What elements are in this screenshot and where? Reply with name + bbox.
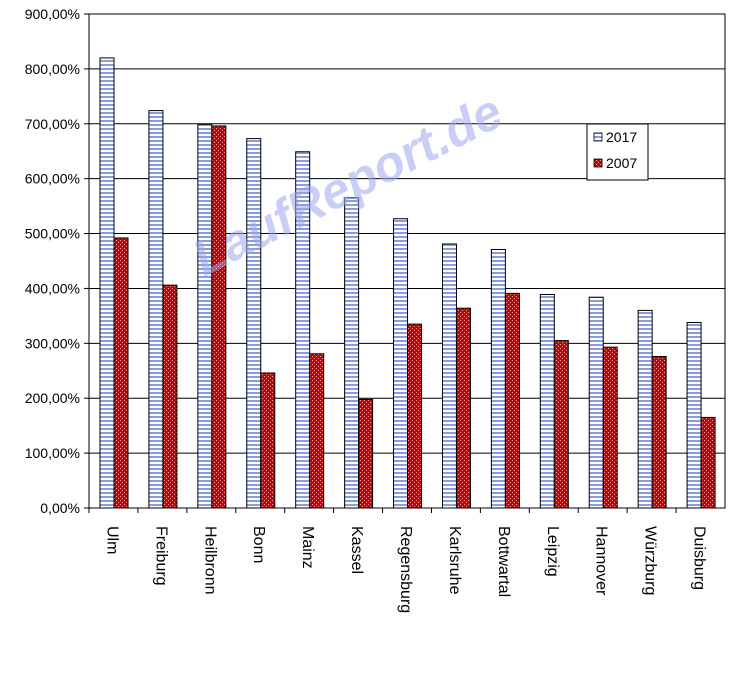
bar-2017-regensburg [393, 218, 409, 509]
bar-2017-freiburg [148, 110, 164, 509]
bar-2017-würzburg [637, 309, 653, 509]
bar-2007-leipzig [553, 340, 569, 509]
bars [99, 57, 716, 509]
x-category-label: Karlsruhe [446, 526, 463, 595]
bar-2007-mainz [309, 353, 325, 509]
x-category-label: Leipzig [544, 526, 561, 577]
bar-2007-würzburg [651, 356, 667, 509]
bar-2017-karlsruhe [441, 243, 457, 509]
bar-2007-heilbronn [211, 125, 227, 509]
bar-2007-kassel [358, 398, 374, 509]
y-tick-label: 700,00% [25, 116, 80, 132]
bar-2017-bottwartal [490, 248, 506, 509]
x-category-label: Regensburg [397, 526, 414, 613]
x-category-label: Mainz [299, 526, 316, 569]
y-tick-label: 600,00% [25, 171, 80, 187]
x-category-label: Freiburg [152, 526, 169, 586]
y-tick-label: 0,00% [40, 500, 80, 516]
bar-2007-bottwartal [504, 292, 520, 509]
bar-2017-hannover [588, 296, 604, 509]
x-category-label: Hannover [593, 526, 610, 596]
bar-2017-duisburg [686, 321, 702, 509]
y-tick-label: 300,00% [25, 335, 80, 351]
x-category-label: Duisburg [691, 526, 708, 590]
y-tick-label: 400,00% [25, 280, 80, 296]
y-tick-label: 100,00% [25, 445, 80, 461]
legend: 2017 2007 [586, 123, 649, 181]
legend-swatch-2017 [593, 132, 603, 142]
bar-2007-bonn [260, 372, 276, 509]
y-axis-ticks: 0,00% 100,00% 200,00% 300,00% 400,00% 500,00%… [25, 6, 89, 516]
x-category-label: Bonn [250, 526, 267, 563]
bar-2017-ulm [99, 57, 115, 509]
bar-2007-karlsruhe [455, 307, 471, 509]
x-category-label: Bottwartal [495, 526, 512, 597]
x-category-label: Heilbronn [201, 526, 218, 594]
x-axis-labels: Ulm Freiburg Heilbronn Bonn Mainz Kassel Regen… [88, 508, 708, 613]
x-category-label: Ulm [103, 526, 120, 554]
legend-swatch-2007 [593, 158, 603, 168]
bar-2017-heilbronn [197, 123, 213, 509]
legend-label-2007: 2007 [606, 155, 637, 171]
y-tick-label: 500,00% [25, 226, 80, 242]
bar-2017-bonn [246, 138, 262, 509]
bar-2017-leipzig [539, 293, 555, 509]
y-tick-label: 900,00% [25, 6, 80, 22]
y-tick-label: 200,00% [25, 390, 80, 406]
y-tick-label: 800,00% [25, 61, 80, 77]
x-category-label: Würzburg [642, 526, 659, 595]
bar-2007-hannover [602, 346, 618, 509]
legend-label-2017: 2017 [606, 129, 637, 145]
x-category-label: Kassel [348, 526, 365, 574]
bar-2017-kassel [344, 197, 360, 509]
bar-2007-regensburg [407, 323, 423, 509]
bar-2007-duisburg [700, 416, 716, 509]
bar-2007-ulm [113, 237, 129, 509]
bar-2007-freiburg [162, 284, 178, 509]
bar-2017-mainz [295, 151, 311, 509]
